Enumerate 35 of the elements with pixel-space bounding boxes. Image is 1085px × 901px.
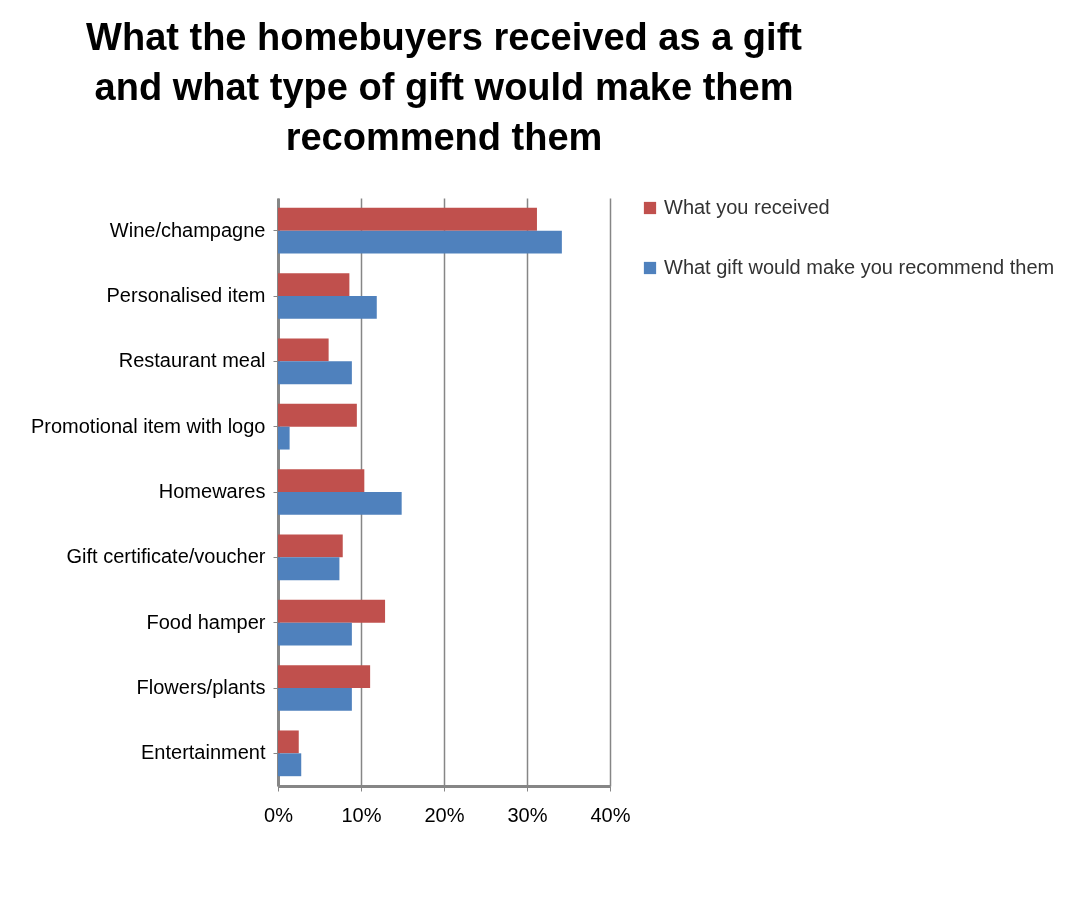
bar bbox=[278, 361, 352, 385]
bar bbox=[278, 403, 357, 427]
bar bbox=[278, 730, 299, 754]
bar bbox=[278, 599, 386, 623]
bar bbox=[278, 753, 302, 777]
y-tick-label: Flowers/plants bbox=[136, 676, 266, 698]
y-tick-label: Promotional item with logo bbox=[30, 414, 266, 437]
x-tick-label: 20% bbox=[424, 803, 465, 826]
bar bbox=[278, 426, 290, 450]
bar bbox=[278, 622, 352, 646]
bar bbox=[278, 492, 402, 515]
y-tick-label: Homewares bbox=[158, 480, 266, 502]
y-tick-label: Gift certificate/voucher bbox=[66, 545, 266, 568]
bar bbox=[278, 338, 329, 362]
chart-title: What the homebuyers received as a gift and what type of gift would make them recommend them bbox=[86, 16, 803, 158]
x-tick-label: 40% bbox=[590, 803, 631, 826]
bar bbox=[278, 296, 377, 319]
bar bbox=[278, 469, 365, 492]
y-tick-label: Entertainment bbox=[140, 741, 266, 764]
legend-label: What you received bbox=[664, 196, 830, 218]
bar bbox=[278, 230, 562, 254]
bar bbox=[278, 665, 371, 688]
y-tick-label: Wine/champagne bbox=[109, 218, 266, 241]
x-tick-label: 30% bbox=[507, 803, 548, 826]
x-tick-label: 0% bbox=[264, 803, 294, 826]
bar bbox=[278, 688, 352, 711]
y-tick-label: Food hamper bbox=[146, 610, 266, 633]
bar bbox=[278, 557, 340, 581]
bar bbox=[278, 273, 350, 296]
y-tick-label: Personalised item bbox=[106, 284, 266, 306]
x-tick-label: 10% bbox=[341, 803, 382, 826]
y-tick-label: Restaurant meal bbox=[118, 349, 266, 372]
legend-label: What gift would make you recommend them bbox=[664, 256, 1055, 278]
bar bbox=[278, 534, 343, 558]
bar bbox=[278, 207, 537, 231]
